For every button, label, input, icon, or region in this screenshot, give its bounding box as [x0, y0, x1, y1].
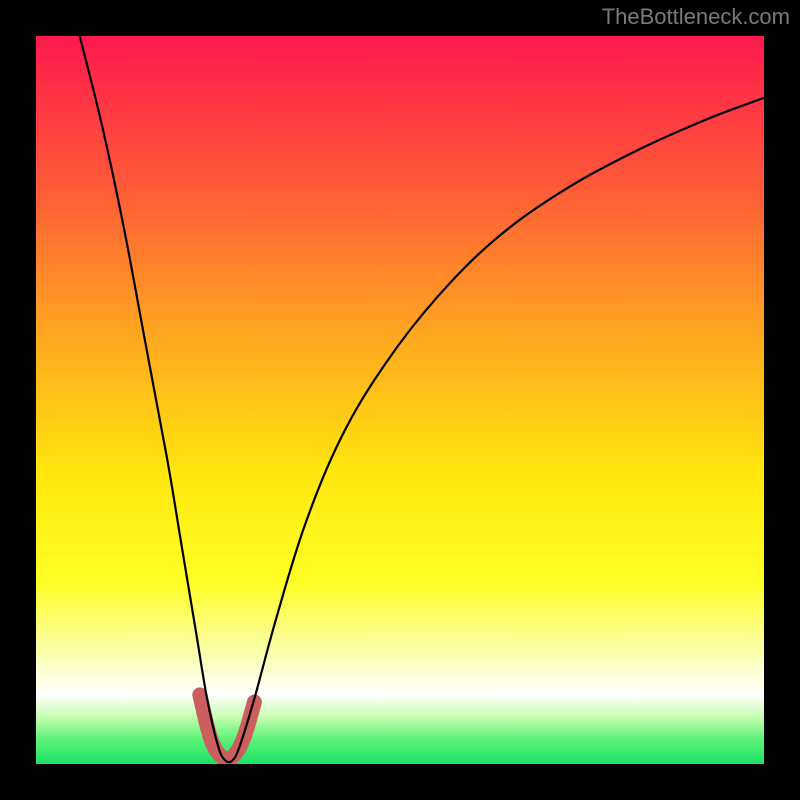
chart-svg — [0, 0, 800, 800]
chart-container: TheBottleneck.com — [0, 0, 800, 800]
watermark-text: TheBottleneck.com — [602, 4, 790, 30]
gradient-background — [36, 36, 764, 764]
